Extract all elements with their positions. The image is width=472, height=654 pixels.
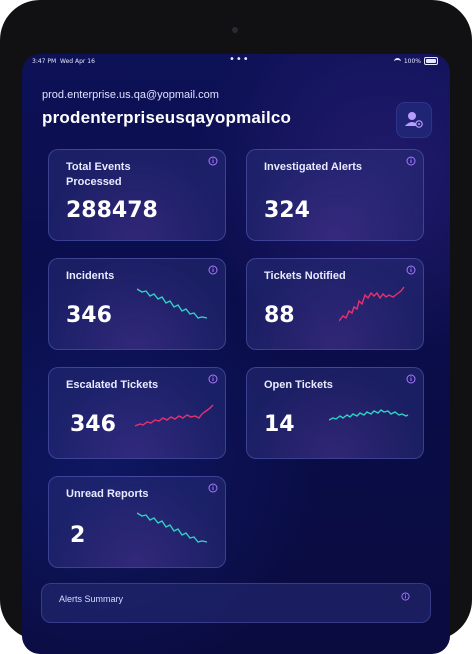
status-right: 100%	[393, 57, 438, 65]
battery-percent: 100%	[403, 57, 421, 65]
card-value: 346	[66, 303, 112, 328]
status-bar: 3:47 PM Wed Apr 16 ••• 100%	[22, 54, 450, 70]
info-icon[interactable]	[406, 374, 416, 384]
trend-sparkline	[137, 288, 208, 319]
card-label: Incidents	[66, 270, 115, 282]
account-username: prodenterpriseusqayopmailco	[42, 108, 292, 127]
info-icon[interactable]	[208, 265, 218, 275]
camera	[232, 27, 238, 33]
card-value: 324	[264, 198, 310, 223]
card-value: 2	[70, 523, 86, 548]
card-label: Total Events Processed	[66, 161, 131, 188]
battery-icon	[424, 57, 438, 65]
info-icon[interactable]	[401, 592, 410, 601]
multitask-dots[interactable]: •••	[229, 54, 250, 65]
card-value: 288478	[66, 198, 158, 223]
alerts-summary-title: Alerts Summary	[59, 594, 124, 604]
trend-sparkline	[339, 286, 405, 322]
card-value: 346	[70, 412, 116, 437]
card-label: Investigated Alerts	[264, 161, 363, 173]
wifi-icon	[393, 57, 401, 65]
info-icon[interactable]	[208, 374, 218, 384]
status-time: 3:47 PM Wed Apr 16	[32, 58, 95, 65]
profile-settings-button[interactable]	[396, 102, 432, 138]
card-unread-reports[interactable]: Unread Reports 2	[48, 476, 226, 568]
card-label: Open Tickets	[264, 379, 333, 391]
app-screen: 3:47 PM Wed Apr 16 ••• 100% prod.enterpr…	[22, 54, 450, 654]
card-label: Tickets Notified	[264, 270, 346, 282]
card-tickets-notified[interactable]: Tickets Notified 88	[246, 258, 424, 350]
trend-sparkline	[137, 512, 208, 543]
card-escalated-tickets[interactable]: Escalated Tickets 346	[48, 367, 226, 459]
card-investigated-alerts[interactable]: Investigated Alerts 324	[246, 149, 424, 241]
info-icon[interactable]	[406, 265, 416, 275]
card-label: Escalated Tickets	[66, 379, 159, 391]
info-icon[interactable]	[208, 483, 218, 493]
account-email: prod.enterprise.us.qa@yopmail.com	[42, 89, 219, 101]
alerts-summary-panel[interactable]: Alerts Summary	[41, 583, 431, 623]
info-icon[interactable]	[406, 156, 416, 166]
card-total-events[interactable]: Total Events Processed 288478	[48, 149, 226, 241]
card-value: 88	[264, 303, 295, 328]
trend-sparkline	[329, 409, 409, 421]
info-icon[interactable]	[208, 156, 218, 166]
trend-sparkline	[135, 404, 214, 427]
profile-settings-icon	[405, 112, 423, 128]
card-incidents[interactable]: Incidents 346	[48, 258, 226, 350]
card-open-tickets[interactable]: Open Tickets 14	[246, 367, 424, 459]
card-value: 14	[264, 412, 295, 437]
card-label: Unread Reports	[66, 488, 149, 500]
